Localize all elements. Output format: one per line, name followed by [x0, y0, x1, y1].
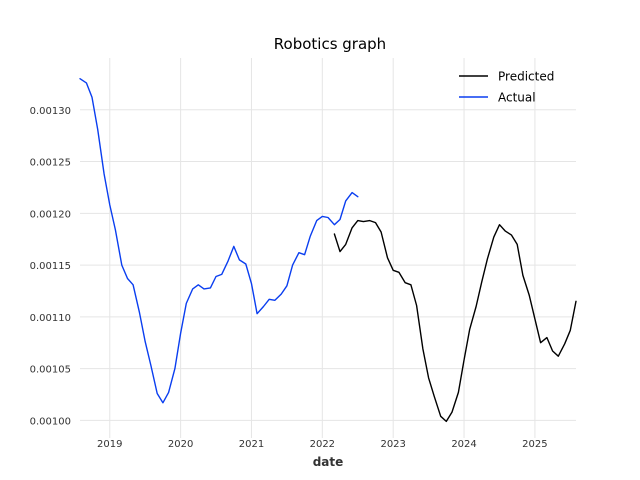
legend-label: Predicted: [498, 70, 554, 84]
legend-label: Actual: [498, 91, 536, 105]
chart-title: Robotics graph: [274, 35, 386, 53]
x-tick-label: 2020: [168, 439, 193, 450]
y-tick-label: 0.00130: [30, 106, 71, 117]
y-tick-label: 0.00100: [30, 416, 71, 427]
y-tick-label: 0.00105: [30, 365, 71, 376]
x-tick-label: 2019: [97, 439, 122, 450]
y-tick-label: 0.00120: [30, 209, 71, 220]
x-tick-label: 2022: [310, 439, 335, 450]
x-tick-label: 2023: [380, 439, 405, 450]
x-tick-label: 2024: [451, 439, 476, 450]
y-tick-label: 0.00125: [30, 158, 71, 169]
y-tick-label: 0.00110: [30, 313, 71, 324]
y-tick-label: 0.00115: [30, 261, 71, 272]
x-tick-label: 2021: [239, 439, 264, 450]
x-tick-label: 2025: [522, 439, 547, 450]
x-axis-label: date: [313, 455, 344, 469]
